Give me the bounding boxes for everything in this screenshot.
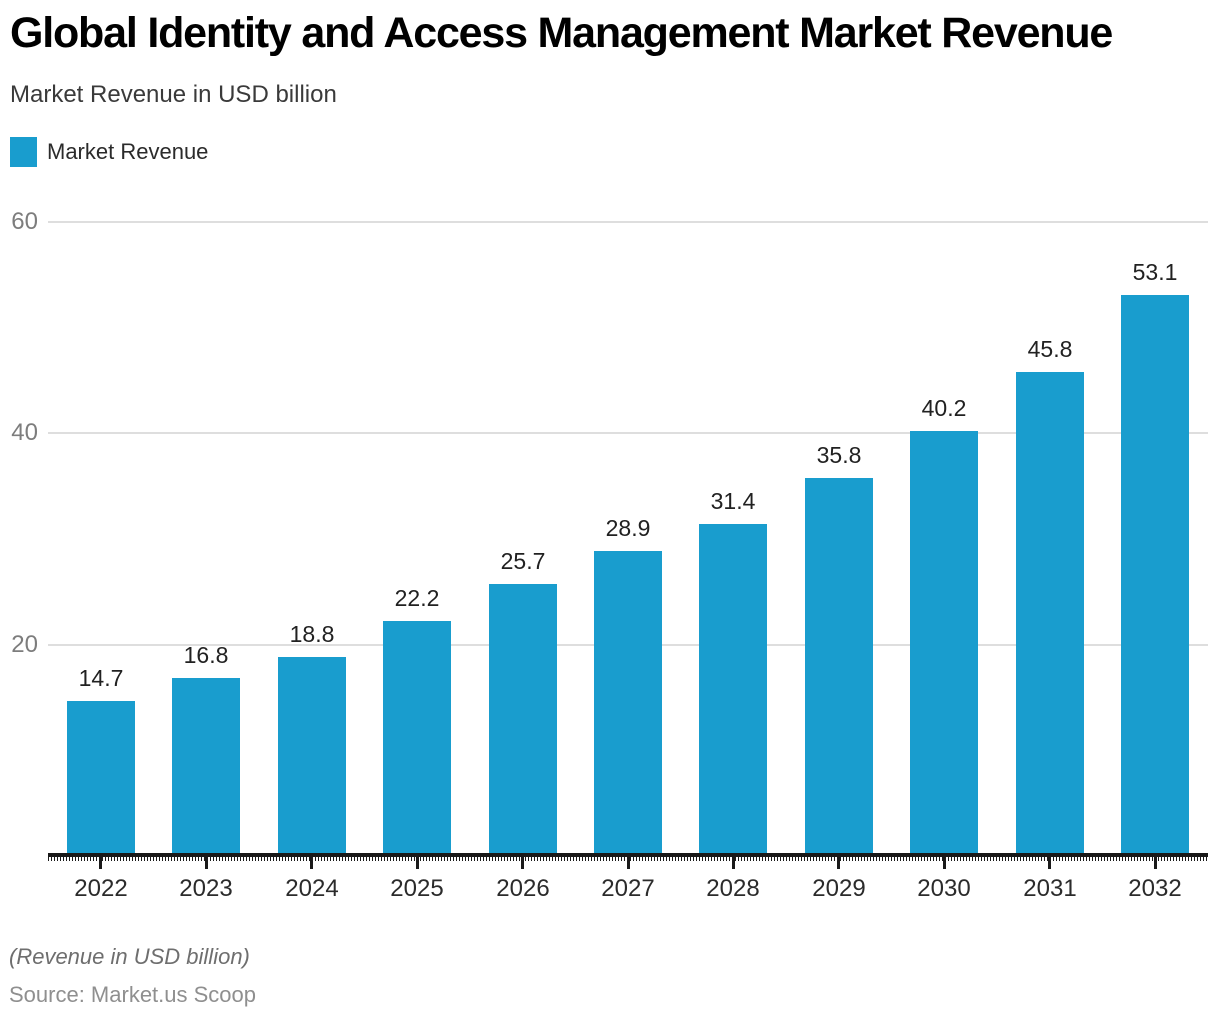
x-axis-label-2026: 2026 — [496, 875, 550, 902]
x-axis-tick-2030 — [943, 857, 946, 869]
chart-subtitle: Market Revenue in USD billion — [10, 81, 337, 108]
chart-title: Global Identity and Access Management Ma… — [10, 9, 1113, 57]
bar-2032[interactable] — [1121, 295, 1189, 856]
y-axis-tick-label-40: 40 — [11, 419, 38, 446]
bar-2025[interactable] — [383, 621, 451, 856]
x-axis-minor-ticks — [48, 857, 1208, 861]
x-axis-label-2031: 2031 — [1023, 875, 1077, 902]
legend-item-label: Market Revenue — [47, 139, 209, 164]
x-axis-label-2022: 2022 — [74, 875, 128, 902]
bar-2027[interactable] — [594, 551, 662, 856]
bar-value-label-2028: 31.4 — [710, 488, 756, 514]
x-axis-label-2027: 2027 — [601, 875, 655, 902]
x-axis-label-2032: 2032 — [1128, 875, 1182, 902]
bar-value-label-2029: 35.8 — [816, 442, 862, 468]
legend-item-market-revenue[interactable]: Market Revenue — [10, 137, 208, 167]
bar-value-label-2032: 53.1 — [1132, 259, 1178, 285]
bar-value-label-2022: 14.7 — [78, 665, 124, 691]
x-axis-tick-2029 — [837, 857, 840, 869]
chart-footnote: (Revenue in USD billion) — [9, 944, 250, 969]
bar-value-label-2026: 25.7 — [500, 548, 546, 574]
x-axis-tick-2025 — [416, 857, 419, 869]
x-axis-label-2024: 2024 — [285, 875, 339, 902]
bar-2031[interactable] — [1016, 372, 1084, 856]
x-axis-label-2025: 2025 — [390, 875, 444, 902]
x-axis-tick-2022 — [99, 857, 102, 869]
x-axis-tick-2026 — [521, 857, 524, 869]
x-axis-label-2030: 2030 — [917, 875, 971, 902]
bar-2029[interactable] — [805, 478, 873, 856]
bar-value-label-2025: 22.2 — [394, 585, 440, 611]
bar-2026[interactable] — [489, 584, 557, 856]
x-axis-line — [48, 853, 1208, 857]
x-axis-tick-2023 — [205, 857, 208, 869]
bar-value-label-2031: 45.8 — [1027, 336, 1073, 362]
x-axis-label-2028: 2028 — [706, 875, 760, 902]
y-gridline-60 — [48, 221, 1208, 223]
y-gridline-40 — [48, 432, 1208, 434]
y-axis-tick-label-20: 20 — [11, 631, 38, 658]
x-axis-label-2023: 2023 — [179, 875, 233, 902]
bar-value-label-2027: 28.9 — [605, 515, 651, 541]
x-axis-tick-2027 — [627, 857, 630, 869]
x-axis-tick-2024 — [310, 857, 313, 869]
bar-2022[interactable] — [67, 701, 135, 856]
chart-source: Source: Market.us Scoop — [9, 982, 257, 1007]
bar-2023[interactable] — [172, 678, 240, 856]
bar-value-label-2024: 18.8 — [289, 621, 335, 647]
y-axis-tick-label-60: 60 — [11, 208, 38, 235]
bar-value-label-2030: 40.2 — [921, 395, 967, 421]
bar-2024[interactable] — [278, 657, 346, 856]
bar-value-label-2023: 16.8 — [183, 642, 229, 668]
x-axis-tick-2028 — [732, 857, 735, 869]
x-axis-tick-2031 — [1048, 857, 1051, 869]
legend-swatch-icon — [10, 137, 37, 167]
x-axis-label-2029: 2029 — [812, 875, 866, 902]
x-axis-tick-2032 — [1154, 857, 1157, 869]
bar-2028[interactable] — [699, 524, 767, 856]
bar-2030[interactable] — [910, 431, 978, 856]
